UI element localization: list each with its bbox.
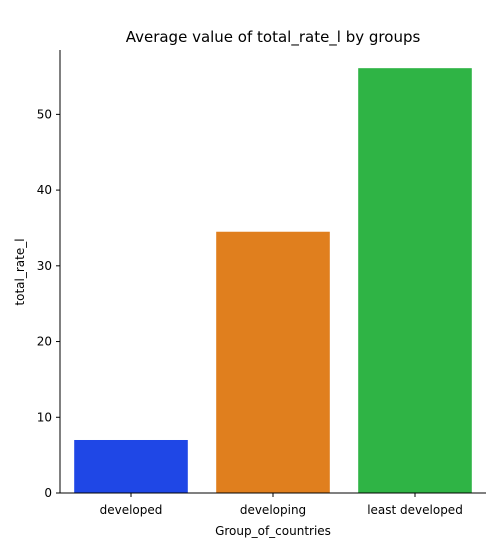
y-tick-label: 40	[37, 183, 52, 197]
y-axis-label: total_rate_l	[13, 238, 27, 305]
bar-developed	[74, 439, 188, 493]
chart-title: Average value of total_rate_l by groups	[126, 28, 421, 47]
x-tick-label: developing	[240, 503, 306, 517]
y-tick-label: 20	[37, 335, 52, 349]
y-axis-ticks: 0 10 20 30 40 50	[37, 107, 60, 500]
y-tick-label: 10	[37, 410, 52, 424]
x-tick-label: least developed	[367, 503, 463, 517]
y-tick-label: 30	[37, 259, 52, 273]
bar-developing	[216, 231, 330, 493]
bar-least-developed	[358, 68, 472, 493]
x-tick-label: developed	[100, 503, 163, 517]
x-axis-label: Group_of_countries	[215, 524, 331, 538]
bars-group	[74, 68, 472, 493]
y-tick-label: 0	[44, 486, 52, 500]
x-axis-ticks: developed developing least developed	[100, 493, 463, 517]
y-tick-label: 50	[37, 107, 52, 121]
